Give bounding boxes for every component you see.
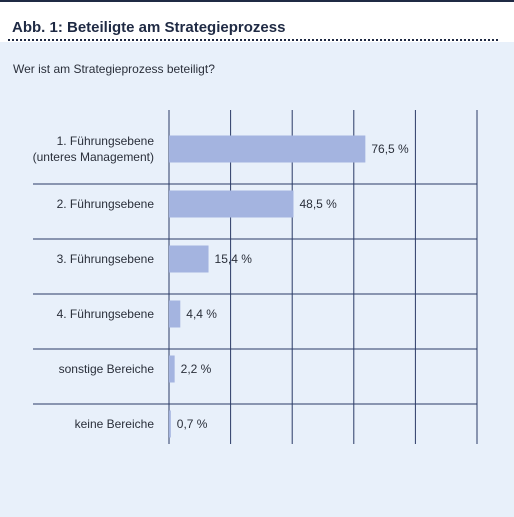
bar-3: [169, 300, 181, 328]
category-label-0-line-1: (unteres Management): [33, 150, 154, 164]
category-label-2: 3. Führungsebene: [57, 252, 155, 266]
title-bar: Abb. 1: Beteiligte am Strategieprozess: [0, 0, 514, 42]
value-label-4: 2,2 %: [181, 362, 212, 376]
category-label-5: keine Bereiche: [75, 417, 155, 431]
chart-title: Abb. 1: Beteiligte am Strategieprozess: [12, 19, 286, 36]
category-label-3: 4. Führungsebene: [57, 307, 155, 321]
value-label-2: 15,4 %: [215, 252, 253, 266]
bar-1: [169, 190, 294, 218]
category-label-1: 2. Führungsebene: [57, 197, 155, 211]
value-label-3: 4,4 %: [186, 307, 217, 321]
value-label-1: 48,5 %: [299, 197, 337, 211]
bar-2: [169, 245, 209, 273]
title-divider: [8, 39, 498, 41]
bar-5: [169, 410, 171, 438]
value-label-0: 76,5 %: [371, 142, 409, 156]
bar-4: [169, 355, 175, 383]
bar-0: [169, 135, 366, 163]
chart-subtitle: Wer ist am Strategieprozess beteiligt?: [13, 62, 215, 76]
category-label-0-line-0: 1. Führungsebene: [57, 134, 155, 148]
value-label-5: 0,7 %: [177, 417, 208, 431]
category-label-4: sonstige Bereiche: [59, 362, 155, 376]
